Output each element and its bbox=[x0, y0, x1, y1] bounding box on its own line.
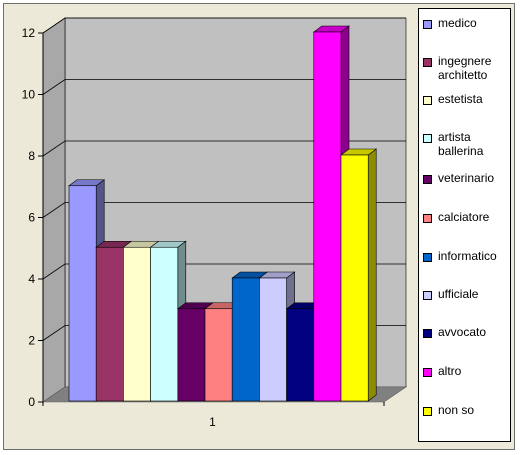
legend-label: artista ballerina bbox=[438, 130, 484, 158]
legend-swatch bbox=[423, 329, 432, 338]
legend-swatch bbox=[423, 368, 432, 377]
chart-legend: medico ingegnere architetto estetista artis… bbox=[418, 8, 511, 442]
legend-item: non so bbox=[423, 403, 509, 417]
gridline bbox=[42, 79, 406, 95]
legend-swatch bbox=[423, 175, 432, 184]
gridline bbox=[42, 17, 406, 34]
legend-item: altro bbox=[423, 364, 509, 378]
legend-swatch bbox=[423, 214, 432, 223]
x-tick-label: 1 bbox=[209, 415, 216, 429]
legend-item: artista ballerina bbox=[423, 130, 509, 158]
legend-item: ufficiale bbox=[423, 287, 509, 301]
legend-label: ingegnere architetto bbox=[438, 54, 492, 82]
legend-item: informatico bbox=[423, 249, 509, 263]
legend-label: avvocato bbox=[438, 325, 487, 339]
legend-swatch bbox=[423, 20, 432, 29]
gridline bbox=[42, 202, 406, 218]
legend-swatch bbox=[423, 291, 432, 300]
legend-item: avvocato bbox=[423, 325, 509, 339]
legend-label: ufficiale bbox=[438, 287, 479, 301]
y-tick-label: 12 bbox=[22, 26, 36, 40]
y-tick-label: 4 bbox=[28, 272, 35, 286]
legend-swatch bbox=[423, 58, 432, 67]
legend-label: informatico bbox=[438, 249, 497, 263]
legend-label: medico bbox=[438, 16, 477, 30]
legend-item: medico bbox=[423, 16, 509, 30]
legend-swatch bbox=[423, 96, 432, 105]
legend-swatch bbox=[423, 253, 432, 262]
legend-label: calciatore bbox=[438, 210, 490, 224]
y-tick-label: 0 bbox=[28, 395, 35, 409]
legend-item: estetista bbox=[423, 92, 509, 106]
legend-label: estetista bbox=[438, 92, 483, 106]
y-tick-label: 6 bbox=[28, 211, 35, 225]
legend-swatch bbox=[423, 134, 432, 143]
legend-item: veterinario bbox=[423, 171, 509, 185]
legend-label: altro bbox=[438, 364, 462, 378]
gridline bbox=[42, 140, 406, 157]
legend-item: calciatore bbox=[423, 210, 509, 224]
bar-non-so bbox=[340, 148, 378, 402]
legend-swatch bbox=[423, 407, 432, 416]
legend-label: veterinario bbox=[438, 171, 495, 185]
gridline bbox=[42, 263, 406, 280]
y-tick-label: 2 bbox=[28, 334, 35, 348]
y-tick-label: 10 bbox=[22, 88, 36, 102]
legend-item: ingegnere architetto bbox=[423, 54, 509, 82]
legend-label: non so bbox=[438, 403, 475, 417]
y-tick-label: 8 bbox=[28, 149, 35, 163]
